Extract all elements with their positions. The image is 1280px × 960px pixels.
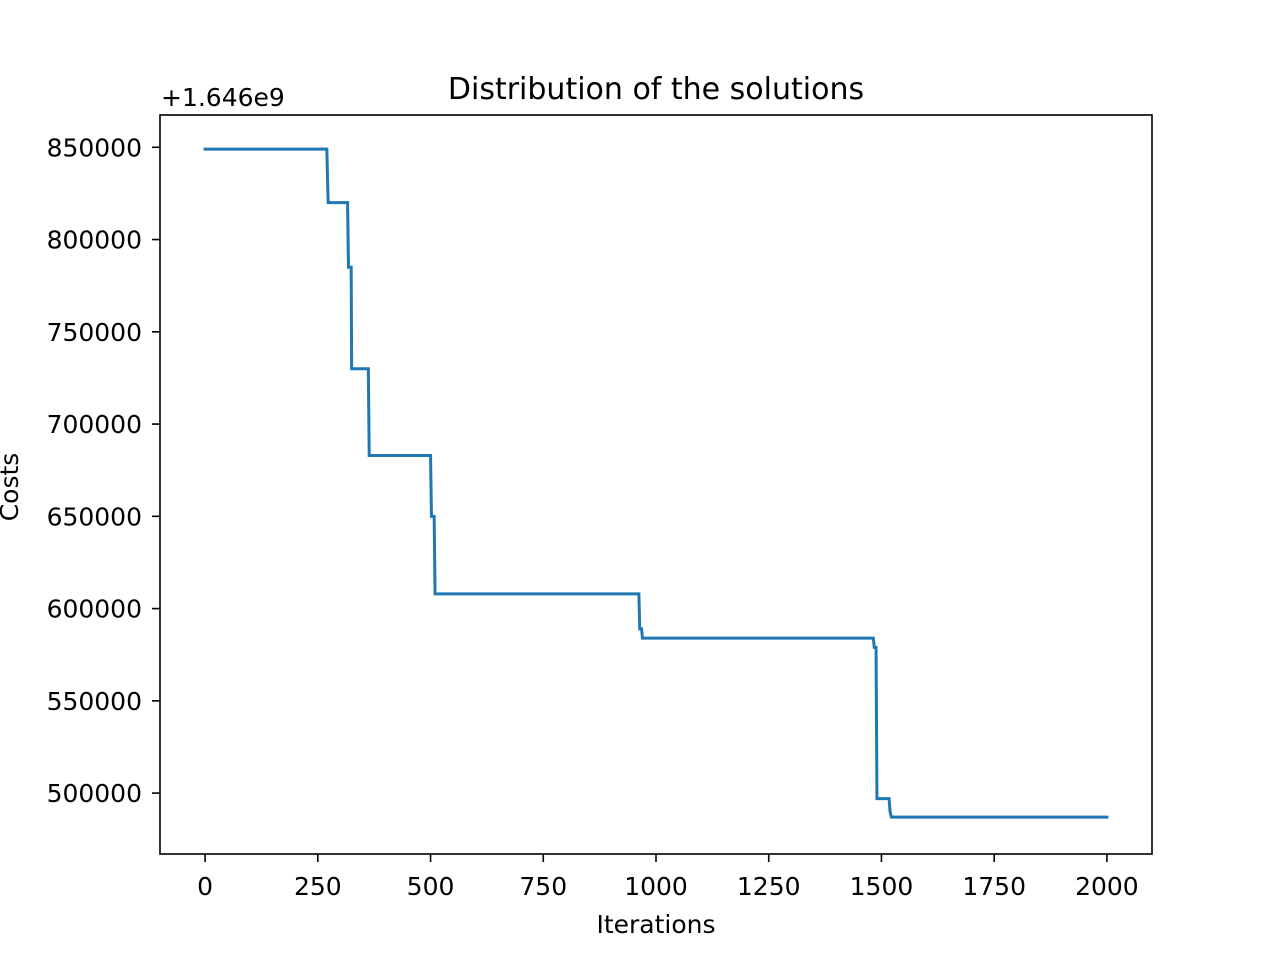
x-tick-label: 2000	[1075, 872, 1139, 901]
y-tick-label: 700000	[47, 410, 142, 439]
y-tick-label: 650000	[47, 502, 142, 531]
chart-title: Distribution of the solutions	[448, 72, 864, 107]
y-tick-label: 750000	[47, 318, 142, 347]
x-tick-label: 1750	[962, 872, 1026, 901]
x-tick-label: 0	[197, 872, 213, 901]
x-tick-label: 250	[294, 872, 342, 901]
x-tick-label: 1500	[850, 872, 914, 901]
y-tick-label: 550000	[47, 687, 142, 716]
y-offset-label: +1.646e9	[161, 83, 285, 112]
y-tick-label: 850000	[47, 133, 142, 162]
plot-area: 0 250 500 750 1000 1250 1500 1750 2000 500000 5500…	[47, 114, 1153, 901]
x-axis-label: Iterations	[596, 910, 715, 939]
x-tick-label: 1250	[737, 872, 801, 901]
y-tick-label: 800000	[47, 226, 142, 255]
y-axis-label: Costs	[0, 453, 24, 522]
y-tick-label: 600000	[47, 595, 142, 624]
series-line-0	[203, 147, 1109, 819]
x-tick-label: 1000	[624, 872, 688, 901]
x-tick-label: 500	[407, 872, 455, 901]
y-tick-label: 500000	[47, 779, 142, 808]
x-tick-label: 750	[519, 872, 567, 901]
